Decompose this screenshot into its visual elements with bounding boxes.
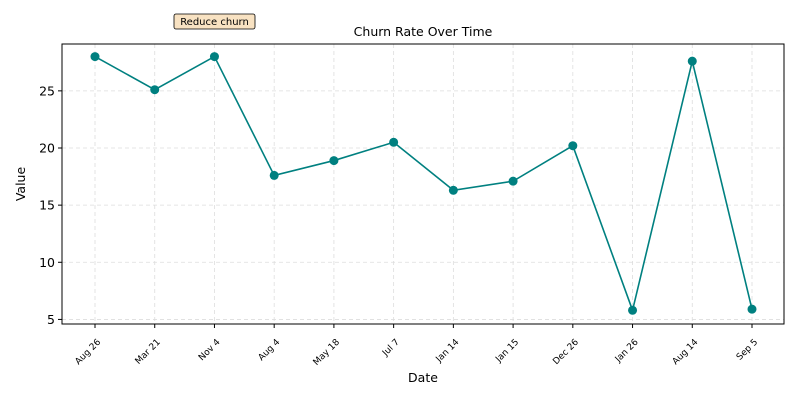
x-tick-label: Sep 5: [735, 338, 760, 363]
data-point: [747, 304, 757, 314]
data-point: [628, 305, 638, 315]
data-points: [90, 52, 757, 315]
data-point: [687, 56, 697, 66]
plot-frame: [61, 43, 785, 325]
y-axis-ticks: 5 10 15 20 25: [39, 83, 62, 327]
data-point: [329, 156, 339, 166]
data-point: [269, 170, 279, 180]
y-axis-label: Value: [13, 167, 28, 202]
x-tick-label: Jan 15: [494, 338, 522, 366]
chart-title: Churn Rate Over Time: [354, 24, 493, 39]
x-tick-label: Jan 26: [613, 337, 641, 365]
data-point: [389, 137, 399, 147]
x-axis-label: Date: [408, 370, 438, 385]
y-tick-label: 15: [39, 198, 55, 213]
grid: [62, 44, 784, 324]
series-line: [94, 55, 753, 314]
x-tick-label: Jan 14: [434, 337, 462, 365]
x-tick-label: May 18: [312, 337, 343, 368]
x-tick-label: Aug 4: [257, 337, 283, 363]
x-tick-label: Nov 4: [197, 337, 223, 363]
data-point: [209, 52, 219, 62]
y-tick-label: 10: [39, 255, 55, 270]
y-tick-label: 20: [39, 141, 55, 156]
x-tick-label: Dec 26: [551, 337, 581, 367]
y-tick-label: 5: [47, 312, 55, 327]
data-point: [150, 85, 160, 95]
x-tick-label: Aug 14: [671, 337, 701, 367]
data-point: [508, 176, 518, 186]
annotation: Reduce churn: [173, 13, 256, 30]
x-tick-label: Mar 21: [134, 338, 163, 367]
annotation-box: [173, 13, 256, 30]
x-axis-ticks: Aug 26 Mar 21 Nov 4 Aug 4 May 18 Jul 7 Jan 14 J…: [74, 324, 760, 368]
x-tick-label: Aug 26: [74, 337, 104, 367]
data-point: [448, 185, 458, 195]
annotation-text: Reduce churn: [180, 17, 249, 28]
x-tick-label: Jul 7: [380, 338, 402, 360]
data-point: [568, 141, 578, 151]
y-tick-label: 25: [39, 83, 55, 98]
data-point: [90, 52, 100, 62]
